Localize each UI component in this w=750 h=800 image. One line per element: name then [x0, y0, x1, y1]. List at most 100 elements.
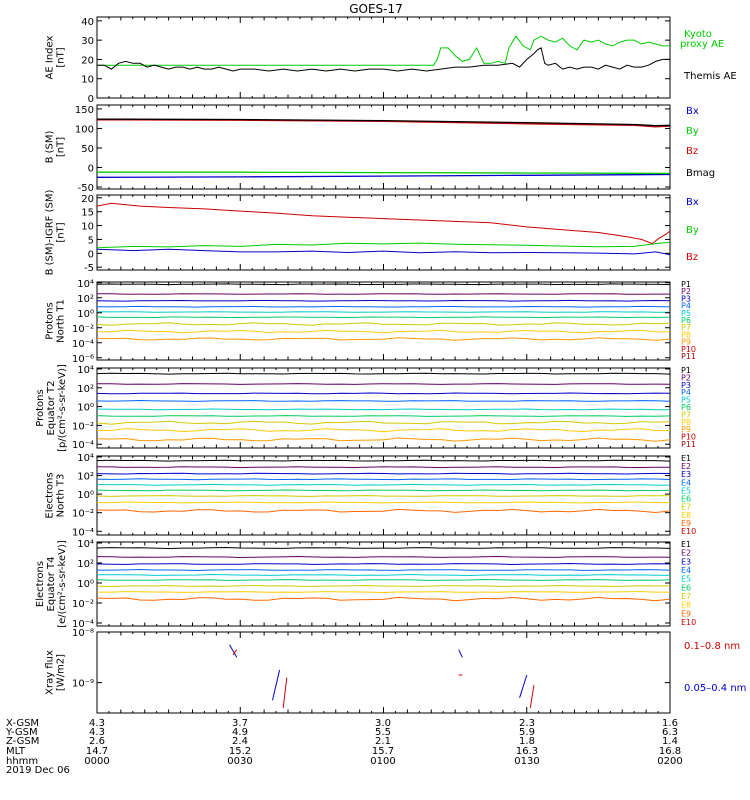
p2-channel-label: P1 [681, 366, 691, 375]
footer-cell: 0130 [514, 756, 539, 767]
p2-ylabel: Protons [35, 389, 46, 426]
bigrf-series-line [96, 248, 671, 256]
xray-flux-segment [529, 685, 535, 708]
e3-ylabel: Electrons [45, 472, 56, 518]
p1-channel-label: P9 [681, 338, 691, 347]
p1-channel-label: P4 [681, 302, 691, 311]
e3-channel-line [96, 459, 671, 462]
p1-channel-label: P11 [681, 352, 696, 361]
p2-channel-line [96, 415, 671, 417]
e3-channel-line [96, 495, 671, 497]
footer-cell: 6.3 [662, 727, 678, 738]
ae-legend-item: Kyoto [684, 29, 712, 40]
e4-channel-label: E6 [681, 583, 691, 592]
footer-cell: 15.7 [372, 746, 394, 757]
p2-channel-label: P2 [681, 373, 691, 382]
footer-row-label: X-GSM [6, 718, 39, 729]
e3-channel-label: E2 [681, 462, 691, 471]
e3-channel-label: E5 [681, 486, 691, 495]
bigrf-frame [96, 194, 671, 271]
bsm-series-line [96, 118, 671, 127]
p2-channel-line [96, 383, 671, 385]
p1-ytick-label: 10² [77, 294, 94, 305]
bigrf-series-line [96, 241, 671, 249]
ae-legend-item: Themis AE [683, 71, 737, 82]
xray-legend-item: 0.1–0.8 nm [684, 641, 740, 652]
bsm-legend-item: Bmag [686, 168, 715, 179]
p2-channel-label: P5 [681, 396, 691, 405]
e4-channel-line [97, 568, 671, 572]
e4-channel-line [97, 591, 670, 594]
footer-cell: 1.8 [519, 736, 535, 747]
p1-channel-line [96, 283, 671, 286]
p2-ytick-label: 10² [77, 384, 94, 395]
e3-channel-label: E10 [681, 527, 696, 536]
e4-ylabel: [e/(cm²-s-sr-keV)] [57, 540, 68, 628]
e4-channel-label: E1 [681, 540, 691, 549]
p1-channel-label: P3 [681, 294, 691, 303]
footer-cell: 2.1 [375, 736, 391, 747]
p1-channel-label: P5 [681, 309, 691, 318]
p2-channel-line [96, 372, 671, 375]
bsm-series-line [96, 119, 671, 128]
footer-cell: 0000 [84, 756, 109, 767]
e4-channel-line [96, 555, 671, 559]
e3-channel-label: E6 [681, 495, 691, 504]
p2-ylabel: Equator T2 [46, 381, 57, 436]
ae-ylabel: AE Index [45, 35, 56, 79]
bsm-legend-item: Bx [686, 106, 699, 117]
e4-channel-line [96, 585, 671, 588]
bigrf-ylabel: [nT] [56, 222, 67, 242]
e3-channel-label: E1 [681, 454, 691, 463]
p1-ytick-label: 10⁻⁶ [72, 354, 94, 365]
p1-channel-line [96, 322, 671, 326]
ae-ytick-label: 40 [81, 17, 94, 28]
bsm-ytick-label: -50 [78, 183, 94, 194]
p2-ytick-label: 10⁴ [77, 365, 94, 376]
bigrf-ytick-label: 5 [88, 235, 94, 246]
xray-ytick-label: 10⁻⁹ [72, 679, 94, 690]
bsm-legend-item: By [686, 126, 699, 137]
footer-cell: 15.2 [229, 746, 251, 757]
e3-ytick-label: 10⁻² [72, 509, 94, 520]
e3-channel-label: E3 [681, 470, 691, 479]
footer-row-label: Z-GSM [6, 736, 39, 747]
e4-ytick-label: 10⁴ [77, 539, 94, 550]
p2-ytick-label: 10⁻² [72, 421, 94, 432]
e4-channel-line [96, 562, 671, 566]
p2-channel-line [96, 437, 671, 442]
footer-cell: 16.3 [516, 746, 538, 757]
footer-cell: 4.9 [232, 727, 248, 738]
footer-cell: 5.9 [519, 727, 535, 738]
xray-flux-segment [458, 649, 463, 658]
e4-ytick-label: 10⁻⁴ [72, 619, 94, 630]
e4-channel-label: E10 [681, 618, 696, 627]
p1-channel-line [96, 337, 671, 341]
p1-ytick-label: 10⁰ [77, 309, 94, 320]
p1-channel-label: P10 [681, 345, 696, 354]
p2-channel-line [96, 408, 671, 411]
bigrf-ytick-label: 10 [81, 222, 94, 233]
xray-flux-segment [272, 669, 281, 701]
p1-ylabel: North T1 [56, 299, 67, 343]
xray-ytick-label: 10⁻⁸ [72, 628, 94, 639]
p2-channel-label: P8 [681, 418, 691, 427]
bigrf-legend-item: Bx [686, 197, 699, 208]
footer-cell: 14.7 [86, 746, 108, 757]
ae-ytick-label: 30 [81, 36, 94, 47]
xray-ylabel: Xray flux [45, 650, 56, 695]
e4-channel-label: E9 [681, 609, 691, 618]
footer-cell: 0100 [370, 756, 395, 767]
bigrf-ytick-label: 0 [88, 249, 94, 260]
e3-channel-line [96, 472, 671, 475]
p1-ytick-label: 10⁻² [72, 324, 94, 335]
e4-channel-label: E7 [681, 592, 691, 601]
e3-ytick-label: 10⁴ [77, 453, 94, 464]
p2-channel-label: P3 [681, 381, 691, 390]
footer-cell: 0030 [227, 756, 252, 767]
bigrf-legend-item: Bz [686, 252, 698, 263]
e3-channel-line [96, 483, 671, 486]
xray-flux-segment [282, 677, 288, 708]
footer-row-label: 2019 Dec 06 [6, 765, 70, 776]
